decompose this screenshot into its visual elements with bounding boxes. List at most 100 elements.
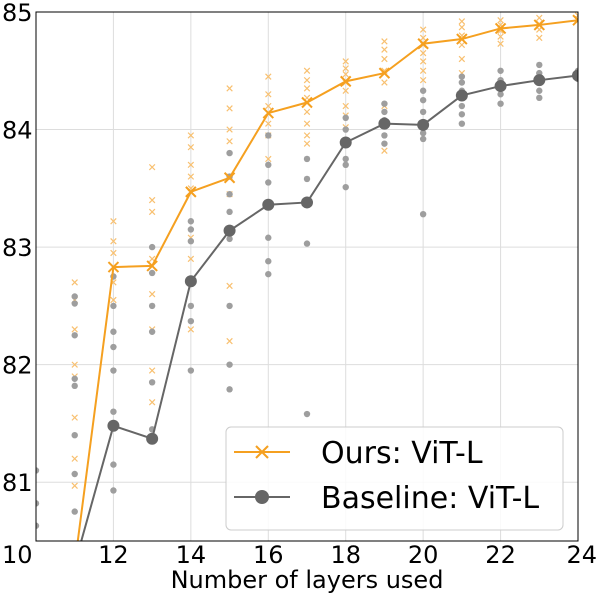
- scatter-point: [148, 302, 156, 310]
- scatter-point: [497, 33, 504, 40]
- scatter-point: [497, 40, 504, 47]
- y-tick-label: 85: [2, 0, 33, 27]
- tick-labels: 10 12 14 16 18 20 22 24 81 82 83 84 85: [2, 0, 597, 569]
- scatter-point: [148, 290, 156, 298]
- scatter-point: [71, 375, 78, 382]
- scatter-point: [342, 155, 349, 163]
- scatter-point: [381, 100, 388, 107]
- data-point: [417, 118, 430, 131]
- plot-frame: [35, 11, 579, 542]
- scatter-point: [110, 461, 117, 468]
- scatter-point: [226, 282, 233, 290]
- scatter-point: [226, 149, 233, 157]
- scatter-point: [265, 155, 272, 163]
- scatter-point: [342, 114, 349, 122]
- data-point: [69, 559, 81, 571]
- scatter-point: [381, 132, 388, 139]
- scatter-point: [381, 147, 388, 154]
- scatter-point: [381, 46, 388, 53]
- scatter-point: [497, 91, 504, 98]
- scatter-point: [497, 100, 504, 107]
- scatter-point: [226, 361, 233, 368]
- x-tick-label: 24: [566, 541, 597, 569]
- scatter-point: [36, 467, 40, 474]
- scatter-point: [148, 208, 156, 216]
- scatter-point: [303, 410, 311, 418]
- scatter-point: [187, 161, 195, 169]
- scatter-point: [265, 132, 272, 139]
- scatter-point: [342, 58, 349, 65]
- scatter-point: [342, 87, 349, 94]
- x-tick-label: 16: [253, 541, 284, 569]
- series-line: [80, 74, 578, 541]
- series-line: [76, 19, 578, 541]
- scatter-point: [458, 41, 466, 49]
- scatter-point: [148, 399, 156, 406]
- scatter-point: [187, 218, 195, 225]
- scatter-point: [342, 126, 349, 133]
- scatter-point: [71, 300, 78, 307]
- scatter-point: [226, 85, 233, 92]
- scatter-point: [226, 208, 233, 216]
- scatter-point: [381, 108, 388, 116]
- scatter-point: [110, 296, 117, 304]
- scatter-point: [265, 179, 272, 186]
- x-tick-label: 20: [408, 541, 439, 569]
- scatter-point: [265, 161, 272, 169]
- scatter-point: [536, 34, 543, 42]
- data-point: [572, 69, 578, 82]
- y-tick-label: 83: [2, 234, 33, 262]
- data-point: [417, 38, 429, 50]
- scatter-point: [342, 161, 349, 169]
- scatter-point: [148, 367, 156, 374]
- legend-label: Ours: ViT-L: [321, 436, 483, 471]
- data-point: [378, 67, 391, 79]
- scatter-point: [71, 508, 78, 515]
- scatter-point: [148, 163, 156, 171]
- scatter-point: [226, 105, 233, 112]
- data-point: [146, 260, 158, 272]
- data-point: [146, 432, 159, 445]
- scatter-point: [265, 73, 272, 80]
- scatter-point: [458, 79, 466, 86]
- data-point: [223, 172, 236, 184]
- scatter-point: [419, 87, 427, 94]
- scatter-point: [536, 14, 543, 22]
- scatter-point: [226, 126, 233, 133]
- data-point: [107, 261, 120, 273]
- scatter-point: [265, 102, 272, 110]
- scatter-point: [303, 108, 311, 116]
- scatter-point: [536, 94, 543, 102]
- scatter-point: [226, 191, 233, 198]
- scatter-point: [226, 302, 233, 310]
- scatter-point: [458, 55, 466, 63]
- x-tick-label: 12: [98, 541, 129, 569]
- scatter-point: [71, 432, 78, 439]
- x-axis-label: Number of layers used: [171, 566, 444, 594]
- data-point: [533, 19, 545, 31]
- scatter-point: [110, 343, 117, 351]
- scatter-point: [110, 328, 117, 335]
- data-point: [494, 22, 507, 35]
- scatter-point: [110, 302, 117, 310]
- scatter-point: [458, 73, 466, 80]
- scatter-point: [419, 108, 427, 116]
- scatter-point: [148, 196, 156, 204]
- scatter-point: [303, 132, 311, 139]
- scatter-point: [419, 76, 427, 84]
- scatter-point: [71, 482, 78, 489]
- x-tick-label: 18: [330, 541, 361, 569]
- scatter-point: [419, 210, 427, 218]
- scatter-point: [110, 408, 117, 415]
- scatter-point: [226, 337, 233, 345]
- scatter-point: [187, 238, 195, 245]
- scatter-point: [303, 240, 311, 247]
- scatter-point: [187, 226, 195, 233]
- data-point: [223, 224, 236, 237]
- data-point: [70, 560, 80, 570]
- data-point: [339, 136, 352, 149]
- data-point: [185, 186, 197, 198]
- x-tick-label: 22: [485, 541, 516, 569]
- scatter-point: [419, 49, 427, 57]
